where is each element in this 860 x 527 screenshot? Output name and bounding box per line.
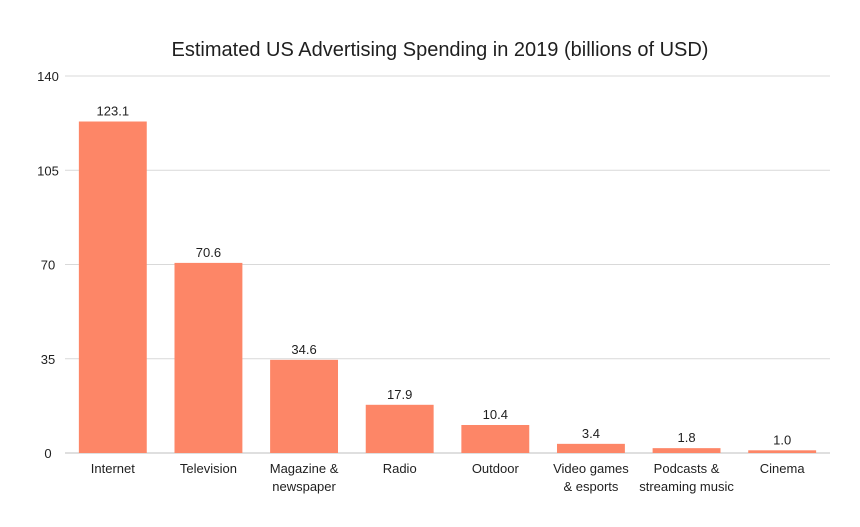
x-tick-label: streaming music — [639, 479, 734, 494]
x-tick-label: newspaper — [272, 479, 336, 494]
bar — [365, 404, 434, 453]
bar — [652, 448, 721, 453]
data-label: 123.1 — [97, 104, 130, 119]
x-tick-label: Outdoor — [472, 461, 520, 476]
data-label: 1.8 — [678, 430, 696, 445]
data-label: 17.9 — [387, 387, 412, 402]
y-axis-tick-labels: 0 35 70 105 140 — [37, 69, 59, 461]
y-tick-label: 140 — [37, 69, 59, 84]
x-tick-label: Magazine & — [270, 461, 339, 476]
data-label: 3.4 — [582, 426, 600, 441]
chart-title: Estimated US Advertising Spending in 201… — [172, 39, 709, 61]
y-tick-label: 70 — [41, 258, 55, 273]
category-labels: Internet Television Magazine & newspaper Rad… — [91, 461, 806, 494]
bar — [461, 424, 530, 453]
y-tick-label: 35 — [41, 352, 55, 367]
x-tick-label: Internet — [91, 461, 135, 476]
data-label: 1.0 — [773, 432, 791, 447]
bars — [78, 121, 817, 454]
bar — [748, 450, 817, 453]
x-tick-label: Podcasts & — [654, 461, 720, 476]
x-tick-label: Television — [180, 461, 237, 476]
y-tick-label: 0 — [44, 446, 51, 461]
value-labels: 123.1 70.6 34.6 17.9 10.4 3.4 1.8 1.0 — [97, 104, 792, 448]
x-tick-label: Video games — [553, 461, 629, 476]
bar — [270, 359, 339, 453]
x-tick-label: Radio — [383, 461, 417, 476]
data-label: 10.4 — [483, 407, 508, 422]
bar — [78, 121, 147, 454]
y-tick-label: 105 — [37, 163, 59, 178]
data-label: 70.6 — [196, 245, 221, 260]
x-tick-label: Cinema — [760, 461, 806, 476]
data-label: 34.6 — [291, 342, 316, 357]
bar — [556, 443, 625, 453]
bar — [174, 262, 243, 453]
x-tick-label: & esports — [563, 479, 618, 494]
